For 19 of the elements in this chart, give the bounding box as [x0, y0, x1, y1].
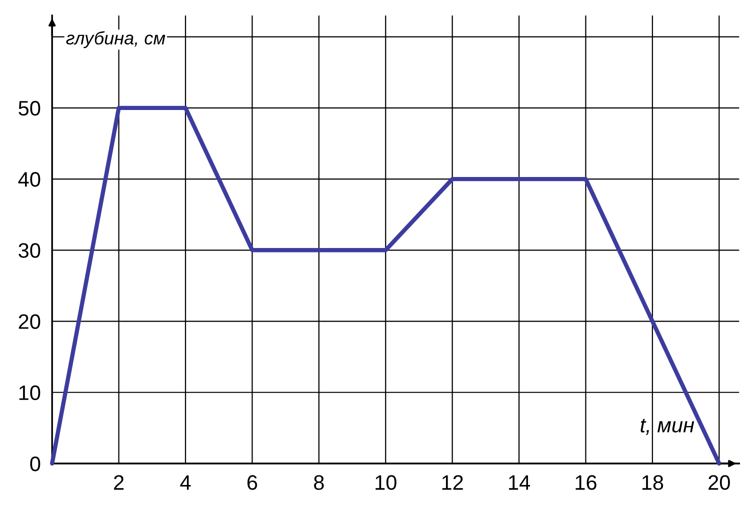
- y-tick-label: 0: [30, 456, 40, 472]
- x-tick-label: 10: [376, 475, 396, 490]
- x-axis-title: t, мин: [640, 418, 694, 435]
- line-series: [50, 106, 722, 466]
- x-tick-label: 20: [708, 475, 730, 490]
- x-tick-label: 18: [642, 475, 664, 490]
- y-tick-label: 50: [18, 100, 40, 116]
- x-tick-label: 2: [114, 475, 124, 490]
- x-tick-label: 4: [180, 475, 191, 490]
- y-tick-label: 40: [18, 172, 40, 187]
- x-tick-label: 6: [247, 475, 258, 490]
- x-tick-label: 16: [576, 475, 596, 490]
- y-tick-label: 10: [19, 385, 40, 400]
- x-tick-label: 14: [509, 475, 530, 490]
- x-tick-label: 8: [314, 475, 324, 490]
- y-tick-label: 30: [18, 243, 40, 258]
- y-tick-label: 20: [18, 314, 40, 330]
- y-axis-title: глубина, см: [66, 31, 166, 48]
- x-tick-label: 12: [442, 475, 463, 490]
